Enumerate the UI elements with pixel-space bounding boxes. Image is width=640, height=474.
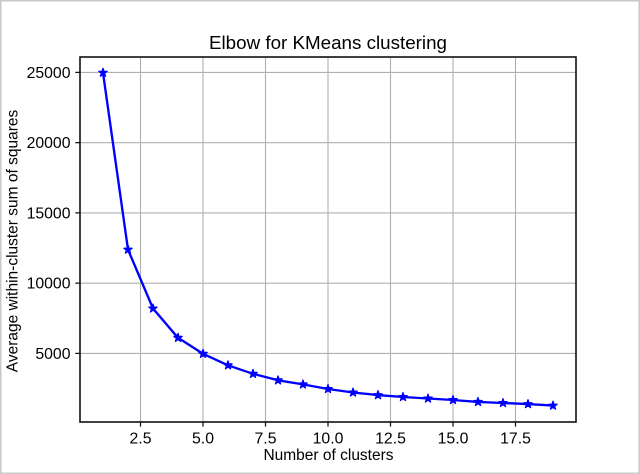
svg-text:Elbow for KMeans clustering: Elbow for KMeans clustering bbox=[209, 32, 447, 53]
svg-text:Number of clusters: Number of clusters bbox=[263, 447, 393, 464]
svg-text:12.5: 12.5 bbox=[375, 431, 406, 448]
svg-text:15.0: 15.0 bbox=[438, 431, 469, 448]
svg-text:2.5: 2.5 bbox=[130, 431, 152, 448]
svg-text:Average within-cluster sum of: Average within-cluster sum of squares bbox=[5, 110, 22, 373]
svg-text:17.5: 17.5 bbox=[500, 431, 531, 448]
svg-text:5000: 5000 bbox=[35, 346, 70, 363]
svg-text:7.5: 7.5 bbox=[255, 431, 277, 448]
svg-text:5.0: 5.0 bbox=[192, 431, 214, 448]
svg-text:15000: 15000 bbox=[27, 205, 71, 222]
svg-text:25000: 25000 bbox=[27, 65, 71, 82]
svg-text:10000: 10000 bbox=[27, 276, 71, 293]
svg-text:20000: 20000 bbox=[27, 135, 71, 152]
svg-text:10.0: 10.0 bbox=[313, 431, 344, 448]
